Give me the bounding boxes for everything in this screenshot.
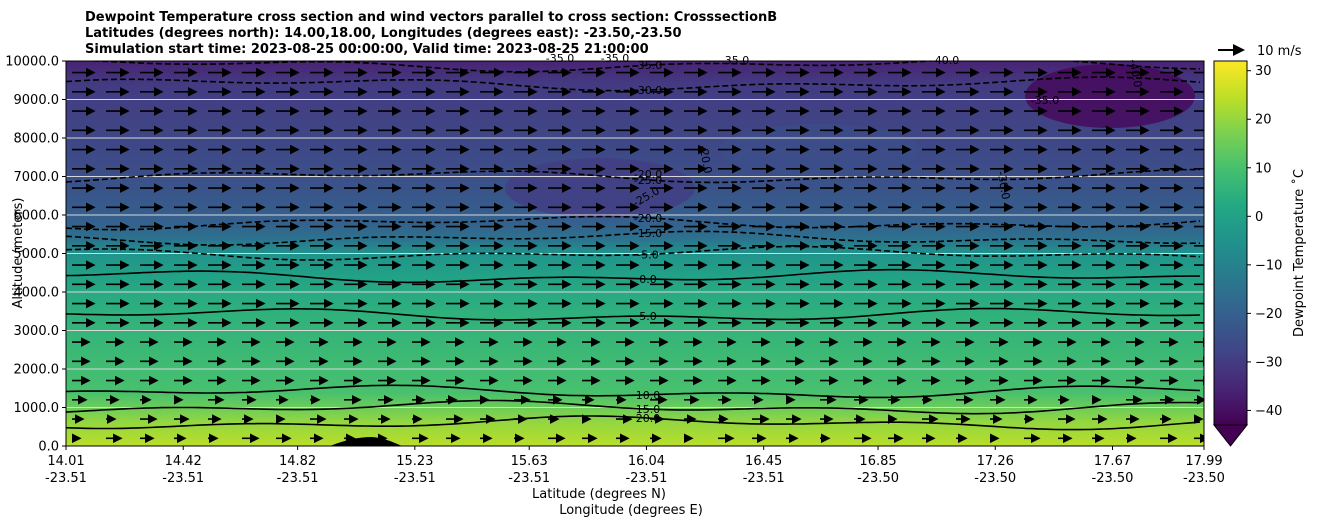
wind-key-label: 10 m/s (1257, 44, 1302, 59)
chart-title: Dewpoint Temperature cross section and w… (85, 10, 777, 57)
contour-label-extra: -35.0 (721, 54, 749, 67)
y-tick-label: 9000.0 (14, 93, 60, 108)
y-tick-label: 5000.0 (14, 247, 60, 262)
plot-area: 20.015.010.05.00.0-5.0-15.0-20.0-25.0-30… (65, 52, 1205, 447)
y-tick-label: 8000.0 (14, 132, 60, 147)
contour-label: 5.0 (639, 310, 657, 323)
colorbar-tick-label: −30 (1255, 355, 1282, 370)
colorbar-tick-label: 10 (1255, 161, 1272, 176)
colorbar-body (1213, 60, 1248, 426)
contour-label: 15.0 (636, 403, 661, 416)
x-tick-label-lat: 17.67 (1094, 454, 1131, 469)
y-tick-label: 6000.0 (14, 209, 60, 224)
x-tick-label-lat: 15.23 (396, 454, 433, 469)
contour-label: 20.0 (636, 412, 661, 425)
wind-vectors (72, 67, 1204, 444)
contour-label: -20.0 (634, 212, 662, 225)
y-tick-label: 2000.0 (14, 363, 60, 378)
x-tick-label-lat: 14.01 (47, 454, 84, 469)
x-axis-label-latitude: Latitude (degrees N) (532, 487, 666, 502)
colorbar-extend-triangle (1212, 424, 1249, 447)
y-axis-label: Altitude (meters) (11, 198, 26, 309)
contour-label-extra: -35.0 (601, 52, 629, 65)
contour-line (66, 384, 1201, 399)
x-axis-label-longitude: Longitude (degrees E) (559, 503, 703, 518)
contour-line (66, 307, 1201, 321)
x-tick-label-lon: -23.51 (394, 471, 436, 486)
contour-label: -30.0 (634, 84, 662, 97)
title-line-2: Latitudes (degrees north): 14.00,18.00, … (85, 26, 682, 41)
contour-line (66, 245, 1201, 261)
x-tick-label-lat: 15.63 (511, 454, 548, 469)
contour-label: -25.0 (634, 174, 662, 187)
terrain-mountain (330, 437, 402, 446)
contour-line (66, 168, 1201, 184)
x-tick-label-lon: -23.51 (277, 471, 319, 486)
colorbar: 30 20 10 0 −10 −20 −30 −40 Dewpoint Temperature… (1212, 60, 1307, 447)
x-tick-label-lat: 14.82 (279, 454, 316, 469)
contour-label-extra: -35.0 (546, 52, 574, 65)
contour-line (80, 61, 1201, 73)
x-tick-label-lon: -23.50 (857, 471, 899, 486)
contour-line (66, 230, 1200, 246)
contour-label-extra: -40.0 (931, 54, 959, 67)
contour-line (66, 268, 1200, 284)
contour-label: 10.0 (636, 389, 661, 402)
colorbar-tick-label: −10 (1255, 258, 1282, 273)
x-tick-label-lon: -23.51 (625, 471, 667, 486)
x-tick-label-lat: 14.42 (165, 454, 202, 469)
wind-key: 10 m/s (1218, 44, 1302, 59)
y-axis: 0.0 1000.0 2000.0 3000.0 4000.0 5000.0 6000.0 7… (5, 55, 66, 455)
x-tick-label-lat: 16.45 (745, 454, 782, 469)
contour-label-extra: -40.0 (1127, 58, 1145, 88)
grid-lines (66, 99, 1204, 408)
contour-label: 0.0 (639, 273, 657, 286)
contour-label-extra: -20.0 (634, 168, 662, 181)
contour-label: -5.0 (637, 248, 658, 261)
x-axis: 14.01 -23.51 14.42 -23.51 14.82 -23.51 15.23 -2… (45, 446, 1225, 486)
contour-line (66, 399, 1201, 415)
colorbar-tick-label: −40 (1255, 404, 1282, 419)
x-tick-label-lon: -23.51 (508, 471, 550, 486)
colorbar-tick-label: 20 (1255, 113, 1272, 128)
x-tick-label-lon: -23.50 (974, 471, 1016, 486)
x-tick-label-lon: -23.51 (45, 471, 87, 486)
y-tick-label: 1000.0 (14, 401, 60, 416)
y-tick-label: 7000.0 (14, 170, 60, 185)
contour-label-extra: -35.0 (1031, 94, 1059, 107)
x-tick-label-lon: -23.50 (1183, 471, 1225, 486)
title-line-3: Simulation start time: 2023-08-25 00:00:… (85, 42, 649, 57)
y-tick-label: 4000.0 (14, 286, 60, 301)
x-tick-label-lon: -23.51 (743, 471, 785, 486)
contour-label: -15.0 (634, 227, 662, 240)
contour-label: -35.0 (634, 59, 662, 72)
contour-labels: 20.015.010.05.00.0-5.0-15.0-20.0-25.0-30… (546, 52, 1145, 425)
x-tick-label-lon: -23.50 (1092, 471, 1134, 486)
contour-label-extra: -20.0 (697, 144, 715, 174)
colorbar-tick-label: −20 (1255, 307, 1282, 322)
colorbar-label: Dewpoint Temperature ˚C (1291, 169, 1307, 337)
title-line-1: Dewpoint Temperature cross section and w… (85, 10, 777, 25)
contour-line (66, 415, 1201, 431)
y-tick-label: 0.0 (38, 440, 59, 455)
colorbar-tick-label: 30 (1255, 64, 1272, 79)
y-tick-label: 10000.0 (5, 55, 59, 70)
contour-label-extra: -30.0 (995, 170, 1013, 200)
x-tick-label-lat: 16.04 (628, 454, 665, 469)
colorbar-tick-label: 0 (1255, 210, 1263, 225)
x-tick-label-lat: 17.26 (977, 454, 1014, 469)
x-tick-label-lat: 17.99 (1185, 454, 1222, 469)
x-tick-label-lon: -23.51 (162, 471, 204, 486)
colorbar-ticks: 30 20 10 0 −10 −20 −30 −40 (1247, 64, 1282, 419)
y-tick-label: 3000.0 (14, 324, 60, 339)
x-tick-label-lat: 16.85 (859, 454, 896, 469)
